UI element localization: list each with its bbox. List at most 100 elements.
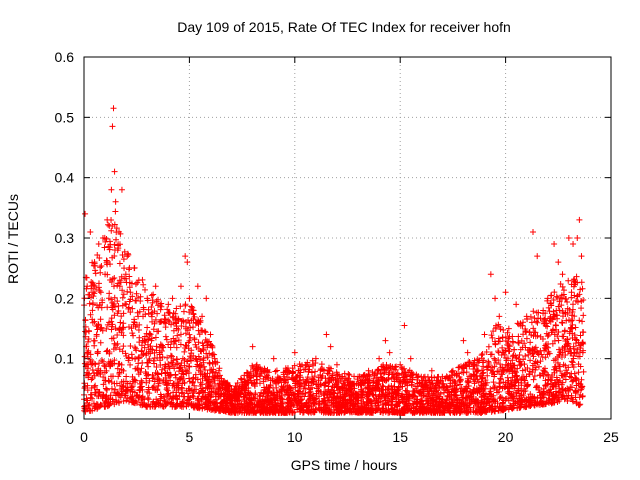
data-point	[91, 282, 98, 289]
data-point	[107, 277, 114, 284]
data-point	[478, 394, 485, 401]
data-point	[508, 404, 515, 411]
data-point	[183, 387, 190, 394]
data-point	[504, 341, 511, 348]
data-point	[163, 382, 170, 389]
data-point	[297, 374, 304, 381]
data-point	[152, 334, 159, 341]
data-point	[554, 359, 561, 366]
data-point	[490, 328, 497, 335]
data-point	[195, 353, 202, 360]
data-point	[552, 379, 559, 386]
data-point	[555, 259, 562, 266]
data-point	[435, 379, 442, 386]
data-point	[272, 399, 279, 406]
data-point	[228, 391, 235, 398]
data-point	[193, 363, 200, 370]
data-point	[511, 368, 518, 375]
data-point	[305, 368, 312, 375]
data-point	[516, 352, 523, 359]
data-point	[95, 321, 102, 328]
data-point	[140, 281, 147, 288]
data-point	[556, 346, 563, 353]
data-point	[265, 389, 272, 396]
data-point	[129, 395, 136, 402]
data-point	[146, 330, 153, 337]
data-point	[495, 321, 502, 328]
data-point	[130, 332, 137, 339]
data-point	[197, 371, 204, 378]
data-point	[246, 408, 253, 415]
data-point	[459, 394, 466, 401]
data-point	[317, 374, 324, 381]
data-point	[257, 392, 264, 399]
data-point	[485, 360, 492, 367]
data-point	[444, 392, 451, 399]
data-point	[98, 357, 105, 364]
data-point	[401, 409, 408, 416]
data-point	[164, 369, 171, 376]
data-point	[126, 398, 133, 405]
data-point	[333, 361, 340, 368]
data-point	[267, 382, 274, 389]
data-point	[481, 407, 488, 414]
data-point	[528, 319, 535, 326]
data-point	[113, 380, 120, 387]
data-point	[111, 340, 118, 347]
data-point	[172, 319, 179, 326]
data-point	[431, 402, 438, 409]
data-point	[119, 294, 126, 301]
data-point	[163, 336, 170, 343]
data-point	[222, 385, 229, 392]
data-point	[575, 361, 582, 368]
data-point	[238, 385, 245, 392]
data-point	[132, 345, 139, 352]
data-point	[151, 349, 158, 356]
data-point	[458, 385, 465, 392]
data-point	[382, 401, 389, 408]
data-point	[202, 329, 209, 336]
data-point	[435, 389, 442, 396]
data-point	[300, 366, 307, 373]
data-point	[187, 324, 194, 331]
data-point	[429, 392, 436, 399]
data-point	[100, 373, 107, 380]
data-point	[575, 387, 582, 394]
data-point	[241, 394, 248, 401]
data-point	[145, 386, 152, 393]
data-point	[537, 395, 544, 402]
data-point	[374, 366, 381, 373]
data-point	[546, 317, 553, 324]
data-point	[372, 384, 379, 391]
data-point	[511, 346, 518, 353]
data-point	[193, 356, 200, 363]
data-point	[240, 393, 247, 400]
data-point	[126, 266, 133, 273]
data-point	[273, 403, 280, 410]
data-point	[515, 339, 522, 346]
data-point	[478, 382, 485, 389]
data-point	[458, 403, 465, 410]
data-point	[389, 387, 396, 394]
data-point	[159, 366, 166, 373]
data-point	[532, 344, 539, 351]
data-point	[539, 335, 546, 342]
data-point	[449, 398, 456, 405]
data-point	[495, 335, 502, 342]
data-point	[517, 392, 524, 399]
data-point	[545, 376, 552, 383]
data-point	[427, 404, 434, 411]
data-point	[421, 403, 428, 410]
data-point	[394, 409, 401, 416]
data-point	[211, 401, 218, 408]
data-point	[181, 379, 188, 386]
data-point	[439, 373, 446, 380]
data-point	[95, 367, 102, 374]
data-point	[427, 386, 434, 393]
data-point	[570, 241, 577, 248]
data-point	[103, 259, 110, 266]
data-point	[169, 359, 176, 366]
data-point	[372, 391, 379, 398]
data-point	[82, 316, 89, 323]
data-point	[170, 357, 177, 364]
